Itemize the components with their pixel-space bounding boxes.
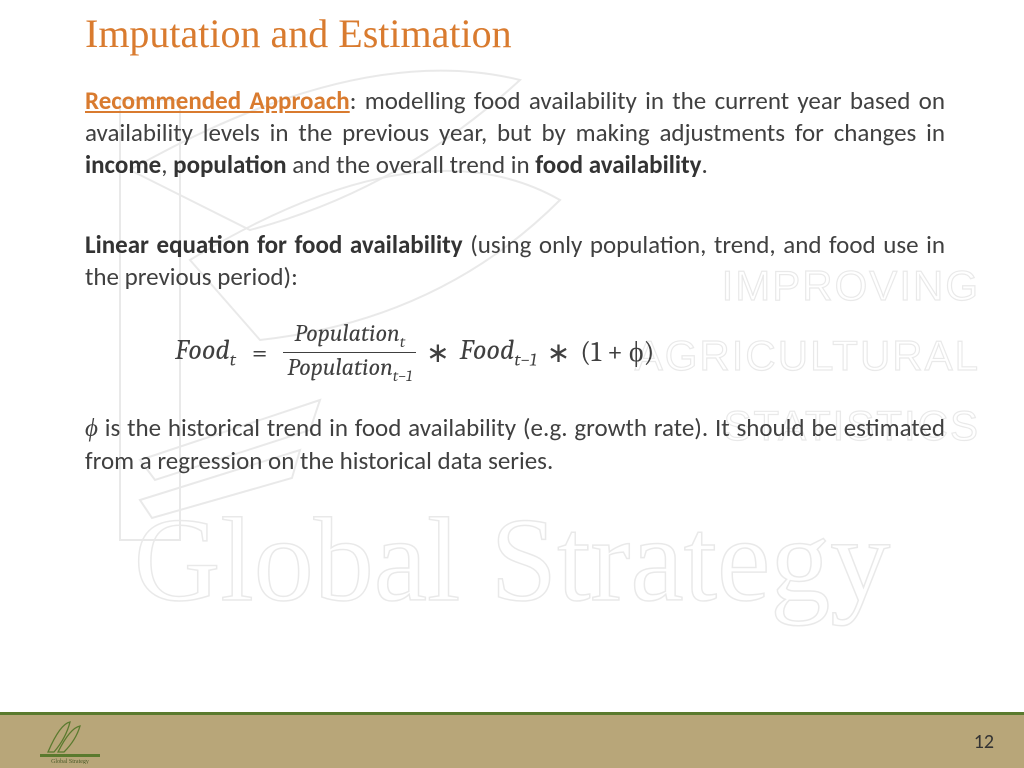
p1-b2: population xyxy=(173,149,286,180)
p1-tail: . xyxy=(702,149,708,180)
wm-brand: Global Strategy xyxy=(134,493,891,626)
eq-mul1: ∗ xyxy=(426,336,449,369)
lead-recommended: Recommended Approach xyxy=(85,85,350,116)
phi-symbol: ϕ xyxy=(85,414,98,443)
slide-body: Recommended Approach: modelling food ava… xyxy=(85,85,945,477)
p1-b3: food availability xyxy=(535,149,701,180)
p1-t2: and the overall trend in xyxy=(287,149,536,180)
eq-eq: = xyxy=(246,337,274,369)
svg-text:Global Strategy: Global Strategy xyxy=(51,759,89,764)
footer-accent-line xyxy=(0,712,1024,715)
eq-mul2: ∗ xyxy=(547,336,570,369)
slide: IMPROVING AGRICULTURAL STATISTICS Global… xyxy=(0,0,1024,768)
slide-title: Imputation and Estimation xyxy=(85,10,512,57)
eq-mid: Foodt−1 xyxy=(460,334,537,371)
footer-logo-icon: Global Strategy xyxy=(40,720,100,764)
p1-comma: , xyxy=(161,149,173,180)
p1-b1: income xyxy=(85,149,161,180)
page-number: 12 xyxy=(974,730,994,754)
paragraph-recommended: Recommended Approach: modelling food ava… xyxy=(85,85,945,181)
eq-lhs: Foodt xyxy=(175,334,236,371)
p3-text: is the historical trend in food availabi… xyxy=(85,412,945,476)
footer-bar: Global Strategy 12 xyxy=(0,712,1024,768)
equation: Foodt = Populationt Populationt−1 ∗ Food… xyxy=(175,321,945,384)
paragraph-phi: ϕ is the historical trend in food availa… xyxy=(85,412,945,477)
eq-tail: (1 + ϕ) xyxy=(580,336,654,369)
eq-fraction: Populationt Populationt−1 xyxy=(283,321,416,384)
spacer xyxy=(85,181,945,229)
paragraph-linear-eq: Linear equation for food availability (u… xyxy=(85,229,945,293)
p2-lead: Linear equation for food availability xyxy=(85,229,463,260)
